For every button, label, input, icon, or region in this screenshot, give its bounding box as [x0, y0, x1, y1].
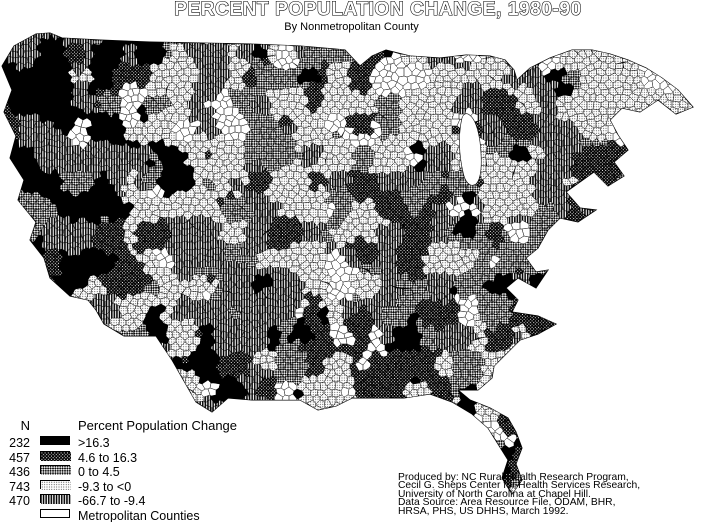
- svg-text:PERCENT POPULATION CHANGE, 198: PERCENT POPULATION CHANGE, 1980-90: [174, 0, 582, 20]
